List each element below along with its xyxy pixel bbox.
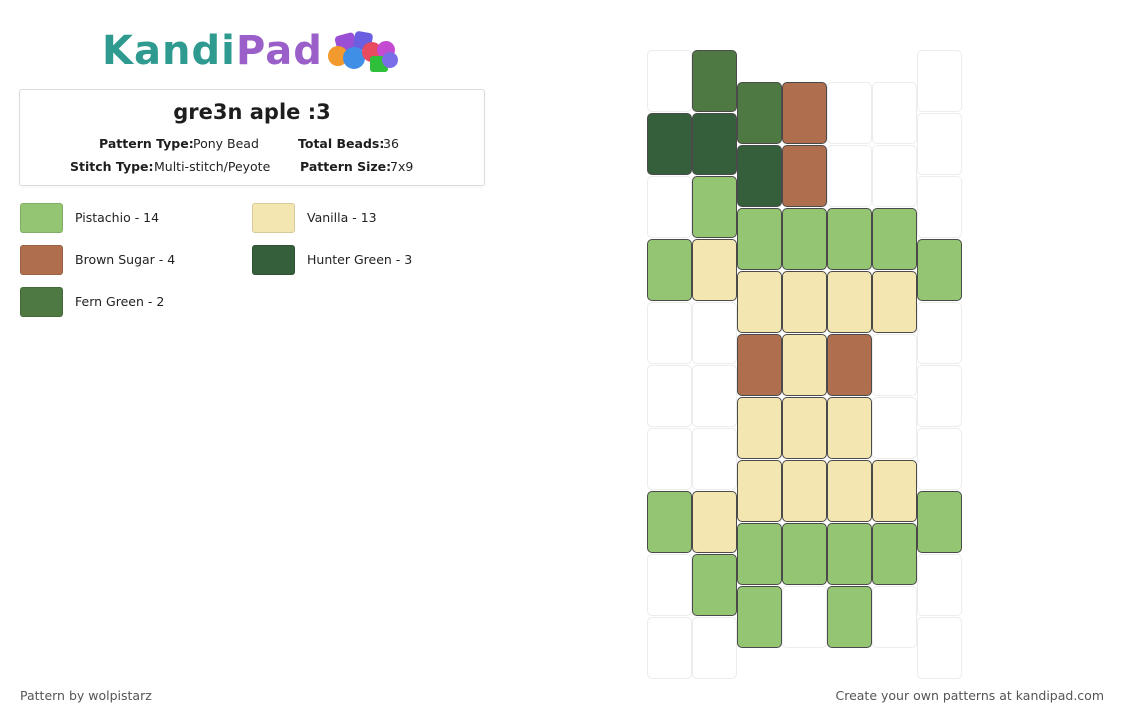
bead-pistachio bbox=[692, 176, 737, 238]
bead-pistachio bbox=[917, 239, 962, 301]
logo-word-kandi: Kandi bbox=[102, 28, 236, 74]
bead-hunter-green bbox=[692, 113, 737, 175]
bead-pistachio bbox=[737, 523, 782, 585]
bead-pistachio bbox=[782, 523, 827, 585]
bead-brown-sugar bbox=[737, 334, 782, 396]
bead-empty bbox=[872, 586, 917, 648]
bead-vanilla bbox=[872, 271, 917, 333]
bead-brown-sugar bbox=[782, 82, 827, 144]
bead-empty bbox=[872, 145, 917, 207]
legend-label-vanilla: Vanilla - 13 bbox=[307, 210, 377, 225]
bead-pistachio bbox=[782, 208, 827, 270]
pattern-size-label: Pattern Size: bbox=[300, 159, 392, 174]
bead-empty bbox=[782, 586, 827, 648]
bead-empty bbox=[872, 82, 917, 144]
bead-empty bbox=[647, 617, 692, 679]
legend-label-hunter-green: Hunter Green - 3 bbox=[307, 252, 413, 267]
bead-vanilla bbox=[782, 460, 827, 522]
legend-label-brown-sugar: Brown Sugar - 4 bbox=[75, 252, 176, 267]
bead-empty bbox=[917, 302, 962, 364]
bead-vanilla bbox=[692, 239, 737, 301]
pattern-type-value: Pony Bead bbox=[193, 136, 259, 151]
bead-empty bbox=[872, 397, 917, 459]
bead-empty bbox=[827, 82, 872, 144]
bead-empty bbox=[917, 176, 962, 238]
bead-vanilla bbox=[827, 397, 872, 459]
bead-vanilla bbox=[737, 397, 782, 459]
bead-empty bbox=[872, 334, 917, 396]
bead-brown-sugar bbox=[782, 145, 827, 207]
bead-pistachio bbox=[647, 491, 692, 553]
bead-empty bbox=[917, 365, 962, 427]
bead-empty bbox=[647, 365, 692, 427]
bead-fern-green bbox=[737, 82, 782, 144]
bead-brown-sugar bbox=[827, 334, 872, 396]
bead-empty bbox=[917, 428, 962, 490]
stitch-type-label: Stitch Type: bbox=[70, 159, 154, 174]
bead-pistachio bbox=[827, 523, 872, 585]
bead-empty bbox=[647, 554, 692, 616]
bead-empty bbox=[692, 428, 737, 490]
bead-pistachio bbox=[827, 586, 872, 648]
legend-swatch-hunter-green bbox=[252, 245, 295, 275]
pattern-info-card: gre3n aple :3 Pattern Type: Pony Bead To… bbox=[19, 89, 485, 186]
bead-vanilla bbox=[737, 271, 782, 333]
bead-empty bbox=[647, 176, 692, 238]
bead-hunter-green bbox=[737, 145, 782, 207]
bead-vanilla bbox=[827, 271, 872, 333]
bead-empty bbox=[827, 145, 872, 207]
bead-vanilla bbox=[782, 334, 827, 396]
bead-pistachio bbox=[647, 239, 692, 301]
kandipad-promo-link[interactable]: Create your own patterns at kandipad.com bbox=[835, 688, 1104, 703]
pattern-type-label: Pattern Type: bbox=[99, 136, 194, 151]
bead-pistachio bbox=[872, 208, 917, 270]
bead-empty bbox=[917, 113, 962, 175]
legend-swatch-vanilla bbox=[252, 203, 295, 233]
total-beads-label: Total Beads: bbox=[298, 136, 385, 151]
beads-logo-icon bbox=[328, 31, 398, 72]
bead-pistachio bbox=[917, 491, 962, 553]
bead-vanilla bbox=[782, 271, 827, 333]
logo-word-pad: Pad bbox=[236, 28, 323, 74]
bead-empty bbox=[692, 617, 737, 679]
kandi-pad-logo: Kandi Pad bbox=[100, 26, 410, 76]
stitch-type-value: Multi-stitch/Peyote bbox=[154, 159, 271, 174]
legend-swatch-pistachio bbox=[20, 203, 63, 233]
pattern-size-value: 7x9 bbox=[390, 159, 414, 174]
bead-vanilla bbox=[827, 460, 872, 522]
bead-empty bbox=[917, 50, 962, 112]
legend-label-fern-green: Fern Green - 2 bbox=[75, 294, 165, 309]
bead-empty bbox=[647, 428, 692, 490]
bead-empty bbox=[917, 554, 962, 616]
bead-empty bbox=[917, 617, 962, 679]
bead-vanilla bbox=[782, 397, 827, 459]
bead-pistachio bbox=[737, 208, 782, 270]
pattern-credit: Pattern by wolpistarz bbox=[20, 688, 152, 703]
legend-swatch-brown-sugar bbox=[20, 245, 63, 275]
bead-empty bbox=[647, 50, 692, 112]
total-beads-value: 36 bbox=[383, 136, 399, 151]
bead-pistachio bbox=[692, 554, 737, 616]
bead-vanilla bbox=[737, 460, 782, 522]
bead-empty bbox=[692, 302, 737, 364]
bead-empty bbox=[692, 365, 737, 427]
bead-pistachio bbox=[737, 586, 782, 648]
bead-pistachio bbox=[872, 523, 917, 585]
bead-pistachio bbox=[827, 208, 872, 270]
bead-vanilla bbox=[692, 491, 737, 553]
bead-vanilla bbox=[872, 460, 917, 522]
bead-hunter-green bbox=[647, 113, 692, 175]
legend-label-pistachio: Pistachio - 14 bbox=[75, 210, 160, 225]
bead-fern-green bbox=[692, 50, 737, 112]
legend-swatch-fern-green bbox=[20, 287, 63, 317]
pattern-title: gre3n aple :3 bbox=[173, 100, 331, 124]
bead-empty bbox=[647, 302, 692, 364]
